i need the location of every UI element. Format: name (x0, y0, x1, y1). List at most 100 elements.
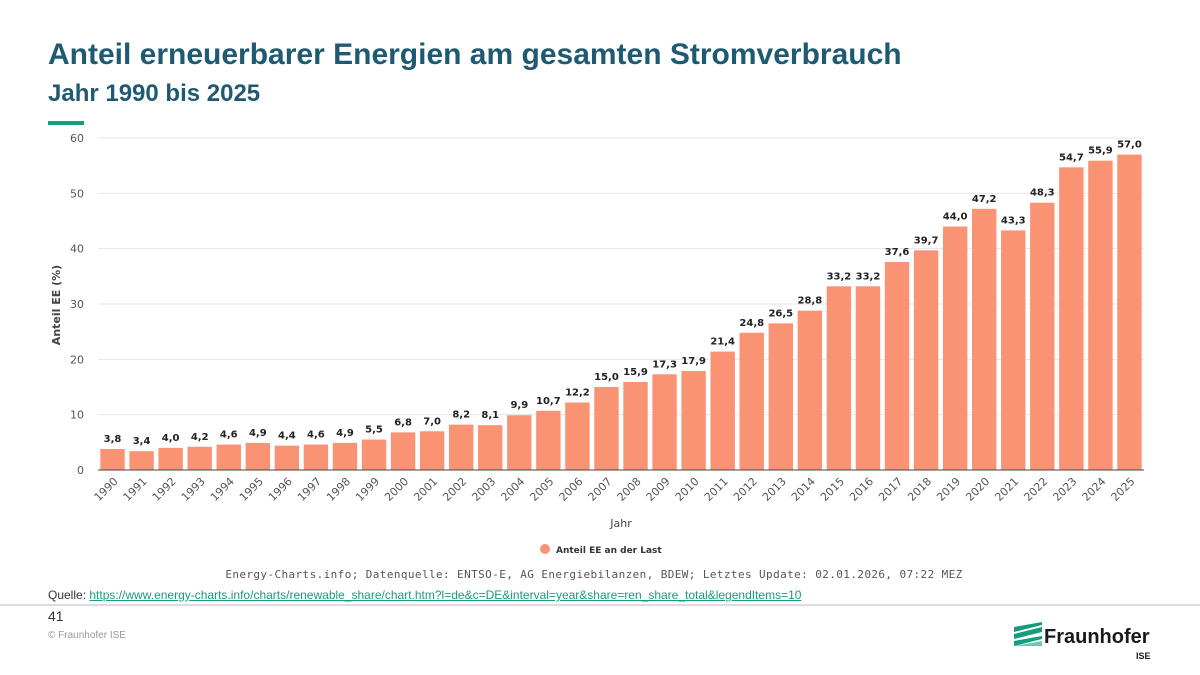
bar[interactable] (187, 446, 212, 470)
bar[interactable] (100, 448, 125, 470)
data-label: 15,0 (594, 372, 619, 383)
bar[interactable] (390, 432, 416, 470)
data-label: 4,0 (162, 433, 180, 444)
bar[interactable] (332, 442, 358, 470)
y-tick-label: 50 (70, 187, 84, 200)
source-label: Quelle: (48, 588, 87, 602)
bar[interactable] (710, 351, 735, 470)
slide-title: Anteil erneuerbarer Energien am gesamten… (48, 38, 902, 71)
bar[interactable] (594, 387, 619, 470)
bar[interactable] (1030, 202, 1055, 470)
bar[interactable] (797, 310, 823, 470)
data-label: 12,2 (565, 387, 590, 398)
slide-subtitle: Jahr 1990 bis 2025 (48, 80, 261, 107)
chart-data-labels: 3,8 3,4 4,0 4,2 4,6 4,9 4,4 4,6 4,9 5,5 6,8 7,0 8,2 8… (104, 140, 1142, 448)
chart-gridlines (98, 137, 1144, 416)
data-label: 15,9 (623, 367, 648, 378)
logo-wordmark: Fraunhofer (1044, 626, 1150, 648)
page-number: 41 (48, 608, 64, 624)
legend-swatch (540, 544, 550, 554)
bar[interactable] (419, 431, 445, 470)
bar[interactable] (971, 208, 997, 470)
bar[interactable] (478, 425, 503, 470)
bar[interactable] (1117, 154, 1142, 470)
bar[interactable] (623, 382, 648, 470)
data-label: 37,6 (885, 247, 910, 258)
logo-subtitle: ISE (1136, 651, 1151, 661)
x-tick-label: 1993 (179, 475, 208, 504)
bar[interactable] (913, 250, 939, 470)
bar[interactable] (826, 286, 852, 470)
bar[interactable] (361, 439, 387, 470)
data-label: 47,2 (972, 194, 997, 205)
bar[interactable] (129, 451, 154, 470)
copyright-notice: © Fraunhofer ISE (48, 630, 126, 641)
bar[interactable] (507, 415, 532, 470)
bar[interactable] (855, 286, 881, 470)
x-tick-label: 1990 (92, 475, 121, 504)
x-tick-label: 2009 (644, 475, 673, 504)
x-tick-label: 2020 (963, 475, 992, 504)
data-label: 4,6 (307, 430, 325, 441)
bar[interactable] (245, 442, 271, 470)
x-tick-label: 1997 (295, 475, 324, 504)
data-label: 55,9 (1088, 146, 1113, 157)
data-label: 33,2 (827, 271, 852, 282)
data-label: 39,7 (914, 235, 939, 246)
y-tick-label: 60 (70, 132, 84, 145)
x-tick-label: 2002 (440, 475, 469, 504)
bar[interactable] (768, 323, 794, 470)
bar[interactable] (1088, 160, 1113, 470)
y-tick-label: 20 (70, 353, 84, 366)
source-line: Quelle: https://www.energy-charts.info/c… (48, 588, 801, 602)
data-label: 43,3 (1001, 215, 1026, 226)
bar[interactable] (1001, 230, 1026, 470)
data-label: 4,6 (220, 430, 238, 441)
bar[interactable] (652, 374, 677, 470)
data-label: 33,2 (856, 271, 881, 282)
legend-label: Anteil EE an der Last (556, 546, 662, 556)
bar[interactable] (158, 447, 183, 470)
x-tick-label: 2010 (673, 475, 702, 504)
data-label: 8,2 (452, 410, 470, 421)
bar[interactable] (884, 261, 910, 470)
x-tick-label: 1998 (324, 475, 353, 504)
x-tick-label: 2007 (586, 475, 615, 504)
data-label: 26,5 (768, 308, 793, 319)
x-tick-label: 1992 (150, 475, 179, 504)
data-label: 8,1 (481, 410, 499, 421)
x-tick-label: 2024 (1080, 475, 1109, 504)
bar[interactable] (1059, 167, 1084, 470)
bar[interactable] (681, 370, 706, 470)
y-tick-label: 30 (70, 298, 84, 311)
data-label: 57,0 (1117, 140, 1142, 151)
bar[interactable] (536, 410, 561, 470)
bar[interactable] (942, 226, 968, 470)
source-link[interactable]: https://www.energy-charts.info/charts/re… (89, 588, 802, 602)
x-tick-label: 2006 (557, 475, 586, 504)
y-tick-label: 0 (77, 464, 84, 477)
data-label: 48,3 (1030, 188, 1055, 199)
x-tick-label: 2022 (1021, 475, 1050, 504)
x-tick-label: 2017 (876, 475, 905, 504)
data-label: 9,9 (510, 400, 528, 411)
y-axis-label: Anteil EE (%) (50, 265, 63, 345)
x-tick-label: 2013 (760, 475, 789, 504)
x-tick-label: 2000 (382, 475, 411, 504)
x-axis-label: Jahr (609, 517, 632, 530)
bar[interactable] (565, 402, 590, 470)
x-tick-label: 2014 (789, 475, 818, 504)
bar[interactable] (216, 444, 241, 470)
data-label: 4,9 (249, 428, 267, 439)
chart-caption: Energy-Charts.info; Datenquelle: ENTSO-E… (225, 568, 962, 581)
renewable-share-bar-chart: 0 10 20 30 40 50 60 Anteil EE (%) 3,8 3,4 4,0 4,2… (50, 132, 1144, 581)
chart-legend[interactable]: Anteil EE an der Last (540, 544, 662, 556)
bar[interactable] (303, 444, 329, 470)
x-tick-label: 2019 (934, 475, 963, 504)
bar[interactable] (448, 424, 474, 470)
x-tick-label: 2025 (1109, 475, 1138, 504)
footer-divider (0, 604, 1200, 606)
bar[interactable] (739, 332, 764, 470)
bar[interactable] (274, 445, 300, 470)
x-axis-ticks: 1990 1991 1992 1993 1994 1995 1996 1997 1998 1999… (92, 475, 1138, 504)
